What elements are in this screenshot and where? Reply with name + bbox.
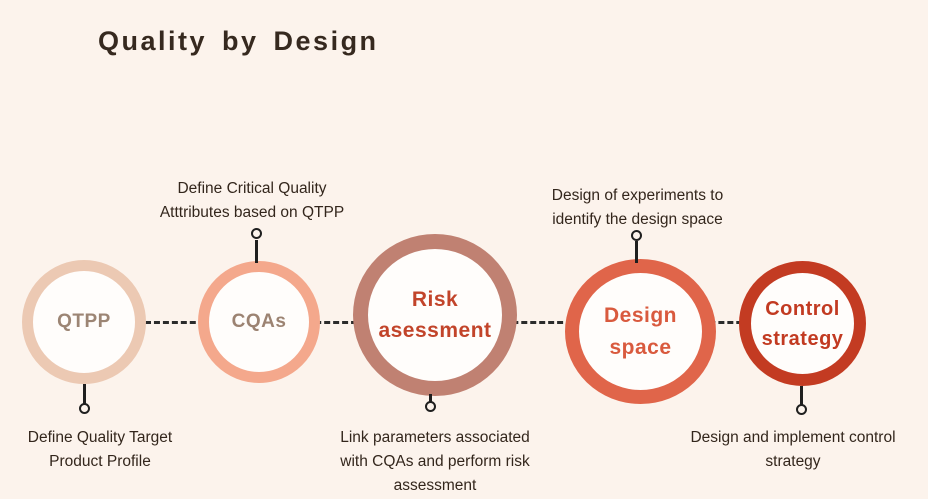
pin-stem-risk-assessment — [429, 394, 432, 403]
caption-design-space: Design of experiments to identify the de… — [551, 187, 724, 228]
caption-risk-assessment: Link parameters associated with CQAs and… — [340, 429, 530, 494]
step-label-control-strategy: Control strategy — [761, 297, 844, 350]
caption-control-strategy: Design and implement control strategy — [690, 429, 896, 470]
pin-stem-control-strategy — [800, 386, 803, 405]
step-label-design-space: Design space — [603, 304, 677, 359]
pin-stem-cqas — [255, 240, 258, 263]
step-circle-control-strategy: Control strategy — [739, 261, 866, 386]
pin-ring-icon-cqas — [251, 228, 262, 239]
step-label-cqas: CQAs — [231, 310, 287, 332]
step-circle-qtpp: QTPP — [22, 260, 146, 384]
caption-cqas: Define Critical Quality Atttributes base… — [159, 180, 345, 221]
step-circle-design-space: Design space — [565, 259, 716, 404]
pin-ring-icon-design-space — [631, 230, 642, 241]
pin-ring-icon-risk-assessment — [425, 401, 436, 412]
page-title: Quality by Design — [98, 26, 379, 57]
pin-stem-design-space — [635, 241, 638, 263]
step-circle-risk-assessment: Risk asessment — [353, 234, 517, 396]
pin-ring-icon-control-strategy — [796, 404, 807, 415]
pin-stem-qtpp — [83, 384, 86, 405]
pin-ring-icon-qtpp — [79, 403, 90, 414]
step-label-qtpp: QTPP — [57, 310, 111, 332]
caption-qtpp: Define Quality Target Product Profile — [27, 429, 173, 470]
step-label-risk-assessment: Risk asessment — [378, 287, 492, 343]
step-circle-cqas: CQAs — [198, 261, 320, 383]
